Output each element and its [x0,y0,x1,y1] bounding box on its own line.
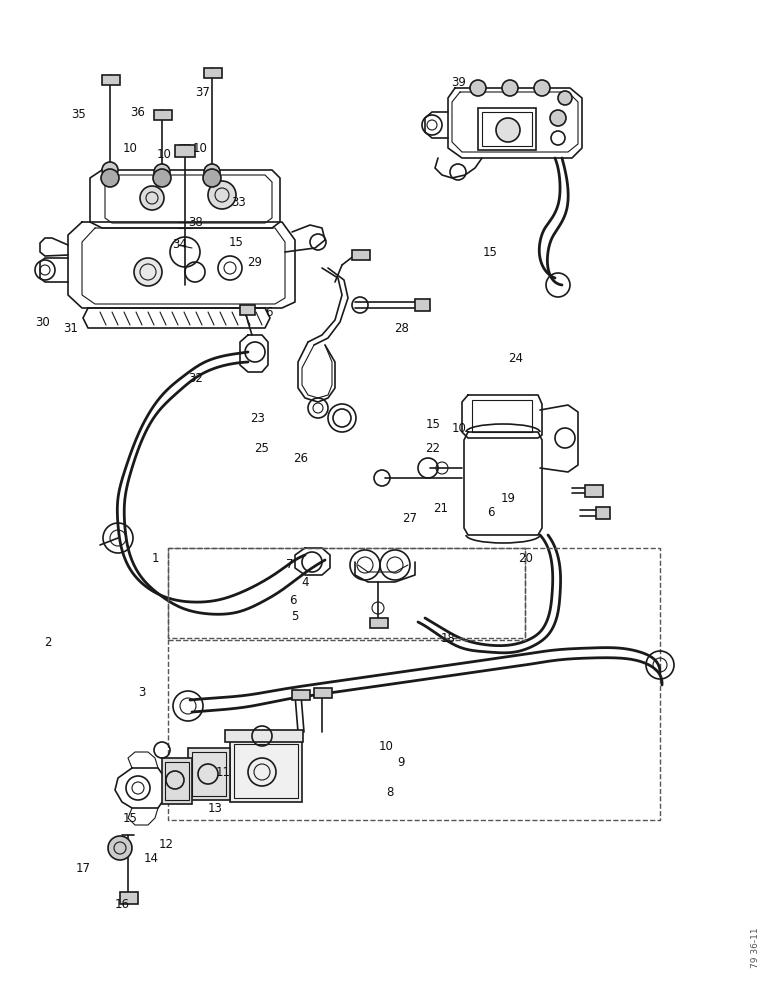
Bar [154,110,172,120]
Text: 23: 23 [250,412,265,424]
Bar [352,250,370,260]
Bar [240,305,255,315]
Text: 20: 20 [518,552,533,564]
Text: 9: 9 [397,756,405,768]
Bar [162,758,192,804]
Text: 6: 6 [487,506,495,518]
Circle shape [550,110,566,126]
Text: 6: 6 [289,594,296,607]
Text: 5: 5 [291,610,299,624]
Bar [165,762,189,800]
Bar [234,744,298,798]
Circle shape [208,181,236,209]
Text: 3: 3 [138,686,146,698]
Text: 79 36-11: 79 36-11 [750,928,760,968]
Circle shape [470,80,486,96]
Bar [415,299,430,311]
Text: 10: 10 [192,141,207,154]
Circle shape [204,164,220,180]
Text: 14: 14 [144,852,158,864]
Text: 7: 7 [286,558,293,572]
Bar [478,108,536,150]
Text: 22: 22 [425,442,440,454]
Text: 31: 31 [64,322,78,334]
Text: 38: 38 [188,216,203,229]
Bar [472,400,532,432]
Text: 30: 30 [35,316,50,328]
Text: 19: 19 [501,491,515,504]
Text: 37: 37 [196,86,210,99]
Text: 27: 27 [402,512,417,524]
Text: 8: 8 [386,786,394,800]
Text: 17: 17 [76,861,91,874]
Bar [314,688,332,698]
Text: 21: 21 [433,502,448,514]
Text: 15: 15 [229,235,244,248]
Bar [585,485,603,497]
Bar [230,740,302,802]
Circle shape [502,80,518,96]
Circle shape [134,258,162,286]
Circle shape [154,164,170,180]
Circle shape [140,186,164,210]
Text: 15: 15 [425,418,440,432]
Text: 2: 2 [44,637,52,650]
Text: 39: 39 [452,76,466,89]
Text: 12: 12 [159,838,174,852]
Bar [102,75,120,85]
Text: 15: 15 [483,245,497,258]
Text: 13: 13 [208,802,223,814]
Text: 28: 28 [394,322,409,334]
Bar [120,892,138,904]
Circle shape [534,80,550,96]
Text: 33: 33 [231,196,246,209]
Text: 6: 6 [265,306,273,318]
Bar [168,548,525,640]
Text: 15: 15 [123,812,137,824]
Circle shape [102,162,118,178]
Text: 29: 29 [247,255,262,268]
Bar [188,748,230,800]
Text: 25: 25 [255,442,269,454]
Bar [225,730,303,742]
Text: 16: 16 [115,898,130,912]
Text: 34: 34 [172,238,187,251]
Circle shape [108,836,132,860]
Text: 36: 36 [130,105,145,118]
Text: 10: 10 [452,422,466,434]
Bar [192,752,226,796]
Text: 35: 35 [71,108,86,121]
Text: 10: 10 [379,740,393,754]
Bar [292,690,310,700]
Circle shape [203,169,221,187]
Text: 11: 11 [216,766,230,780]
Text: 26: 26 [293,452,308,464]
Bar [596,507,610,519]
Circle shape [101,169,119,187]
Bar [482,112,532,146]
Text: 1: 1 [151,552,159,564]
Text: 4: 4 [301,576,309,588]
Bar [204,68,222,78]
Text: 10: 10 [123,141,137,154]
Circle shape [153,169,171,187]
Bar [175,145,195,157]
Text: 24: 24 [508,352,523,364]
Text: 18: 18 [441,632,456,645]
Circle shape [496,118,520,142]
Text: 10: 10 [157,148,171,161]
Bar [370,618,388,628]
Circle shape [558,91,572,105]
Text: 32: 32 [188,371,203,384]
